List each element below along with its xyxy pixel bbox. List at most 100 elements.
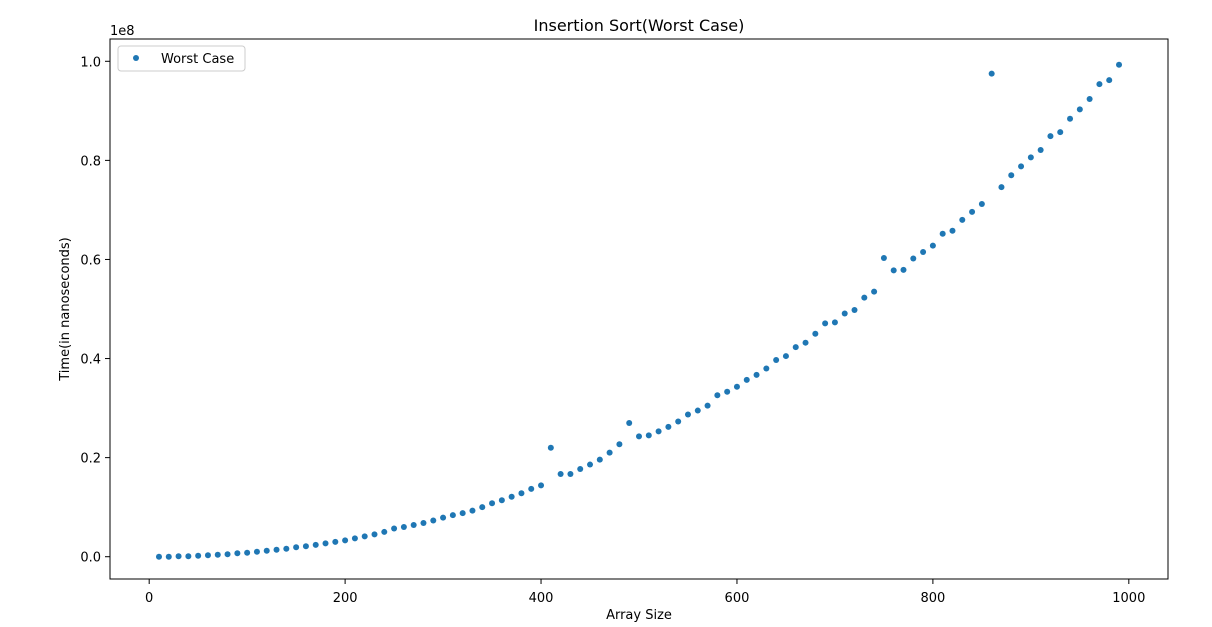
- y-tick-label: 0.0: [80, 551, 101, 566]
- data-point: [704, 402, 711, 409]
- data-point: [1096, 81, 1103, 88]
- data-point: [900, 266, 907, 273]
- data-point: [400, 523, 407, 530]
- data-point: [1067, 115, 1074, 122]
- data-point: [587, 461, 594, 468]
- data-point: [782, 353, 789, 360]
- y-tick-label: 0.4: [80, 353, 101, 368]
- data-point: [929, 242, 936, 249]
- data-point: [1076, 106, 1083, 113]
- data-point: [655, 428, 662, 435]
- data-point: [175, 553, 182, 560]
- data-point: [253, 548, 260, 555]
- y-axis-ticks: 0.0 0.2 0.4 0.6 0.8 1.0: [80, 55, 110, 566]
- data-point: [978, 200, 985, 207]
- data-point: [361, 533, 368, 540]
- legend: Worst Case: [117, 45, 246, 72]
- data-point: [273, 546, 280, 553]
- x-tick-label: 600: [725, 591, 750, 606]
- data-point: [567, 470, 574, 477]
- data-point: [998, 184, 1005, 191]
- data-point: [263, 547, 270, 554]
- data-point: [528, 485, 535, 492]
- data-point: [234, 550, 241, 557]
- data-point: [293, 544, 300, 551]
- data-point: [851, 306, 858, 313]
- data-point: [910, 255, 917, 262]
- data-point: [302, 543, 309, 550]
- x-axis-ticks: 0 200 400 600 800 1000: [145, 579, 1145, 606]
- data-point: [449, 512, 456, 519]
- x-tick-label: 200: [333, 591, 358, 606]
- data-point: [214, 551, 221, 558]
- data-point: [988, 70, 995, 77]
- data-point: [831, 319, 838, 326]
- data-point: [371, 531, 378, 538]
- data-point: [244, 549, 251, 556]
- data-point: [538, 482, 545, 489]
- data-point: [920, 249, 927, 256]
- data-point: [714, 392, 721, 399]
- data-point: [861, 294, 868, 301]
- y-scale-label: 1e8: [110, 24, 135, 39]
- data-point: [430, 517, 437, 524]
- data-point: [763, 365, 770, 372]
- y-axis-title: Time(in nanoseconds): [58, 237, 73, 381]
- data-point: [802, 339, 809, 346]
- legend-marker: [133, 55, 139, 61]
- data-point: [342, 537, 349, 544]
- data-point: [939, 230, 946, 237]
- x-tick-label: 0: [145, 591, 153, 606]
- data-point: [391, 525, 398, 532]
- data-point: [1057, 129, 1064, 136]
- data-point: [724, 388, 731, 395]
- data-point: [283, 545, 290, 552]
- data-point: [557, 470, 564, 477]
- legend-box: [117, 45, 246, 72]
- data-point: [577, 466, 584, 473]
- data-point: [890, 267, 897, 274]
- data-point: [753, 371, 760, 378]
- data-point: [743, 376, 750, 383]
- data-point: [224, 551, 231, 558]
- data-point: [204, 552, 211, 559]
- data-point: [949, 227, 956, 234]
- data-point: [812, 330, 819, 337]
- data-point: [1106, 77, 1113, 84]
- data-point: [518, 490, 525, 497]
- data-point: [645, 432, 652, 439]
- data-point: [185, 553, 192, 560]
- data-point: [606, 449, 613, 456]
- data-point: [665, 423, 672, 430]
- data-point: [626, 419, 633, 426]
- data-point: [381, 528, 388, 535]
- data-points: [155, 61, 1123, 560]
- data-point: [773, 357, 780, 364]
- data-point: [969, 208, 976, 215]
- x-tick-label: 1000: [1112, 591, 1145, 606]
- data-point: [1027, 154, 1034, 161]
- data-point: [508, 493, 515, 500]
- chart-title: Insertion Sort(Worst Case): [534, 16, 745, 35]
- data-point: [1037, 146, 1044, 153]
- data-point: [1086, 95, 1093, 102]
- data-point: [684, 411, 691, 418]
- data-point: [195, 552, 202, 559]
- x-axis-title: Array Size: [606, 608, 672, 623]
- x-tick-label: 400: [529, 591, 554, 606]
- y-tick-label: 0.8: [80, 154, 101, 169]
- data-point: [459, 510, 466, 517]
- data-point: [841, 310, 848, 317]
- data-point: [322, 540, 329, 547]
- plot-frame: [109, 38, 1169, 580]
- data-point: [792, 344, 799, 351]
- data-point: [1018, 163, 1025, 170]
- data-point: [351, 535, 358, 542]
- legend-label: Worst Case: [161, 52, 234, 67]
- data-point: [675, 418, 682, 425]
- data-point: [547, 444, 554, 451]
- data-point: [880, 254, 887, 261]
- data-point: [616, 441, 623, 448]
